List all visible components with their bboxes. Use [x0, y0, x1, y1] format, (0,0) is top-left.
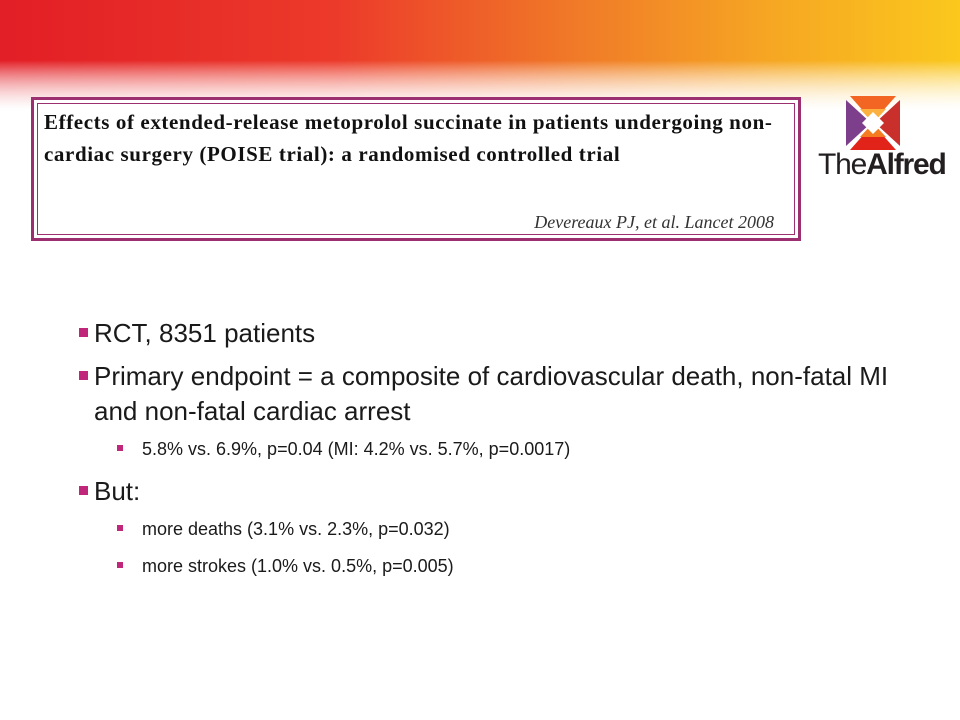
sub-bullet-item: 5.8% vs. 6.9%, p=0.04 (MI: 4.2% vs. 5.7%… — [78, 437, 898, 461]
alfred-logo-icon — [846, 96, 900, 150]
alfred-logo-text: TheAlfred — [818, 148, 947, 182]
bullet-text: Primary endpoint = a composite of cardio… — [94, 361, 889, 426]
square-bullet-icon — [79, 328, 88, 337]
title-box: Effects of extended-release metoprolol s… — [31, 97, 801, 241]
logo-text-the: The — [818, 148, 867, 181]
bullet-item: But: — [78, 474, 898, 509]
bullet-item: RCT, 8351 patients — [78, 316, 898, 351]
sub-bullet-text: more deaths (3.1% vs. 2.3%, p=0.032) — [142, 519, 450, 539]
square-bullet-icon — [79, 486, 88, 495]
square-bullet-icon — [117, 562, 123, 568]
sub-bullet-item: more strokes (1.0% vs. 0.5%, p=0.005) — [78, 554, 898, 578]
sub-bullet-item: more deaths (3.1% vs. 2.3%, p=0.032) — [78, 517, 898, 541]
citation: Devereaux PJ, et al. Lancet 2008 — [534, 212, 774, 232]
square-bullet-icon — [117, 445, 123, 451]
title-inner-border — [37, 103, 795, 235]
slide-title: Effects of extended-release metoprolol s… — [44, 110, 773, 166]
alfred-logo: TheAlfred — [818, 96, 947, 186]
bullet-item: Primary endpoint = a composite of cardio… — [78, 359, 898, 429]
bullet-text: But: — [94, 476, 141, 506]
bullet-text: RCT, 8351 patients — [94, 318, 316, 348]
logo-text-alfred: Alfred — [866, 148, 947, 181]
square-bullet-icon — [79, 371, 88, 380]
slide-content: RCT, 8351 patients Primary endpoint = a … — [78, 316, 898, 591]
sub-bullet-text: more strokes (1.0% vs. 0.5%, p=0.005) — [142, 556, 454, 576]
square-bullet-icon — [117, 525, 123, 531]
sub-bullet-text: 5.8% vs. 6.9%, p=0.04 (MI: 4.2% vs. 5.7%… — [142, 439, 571, 459]
